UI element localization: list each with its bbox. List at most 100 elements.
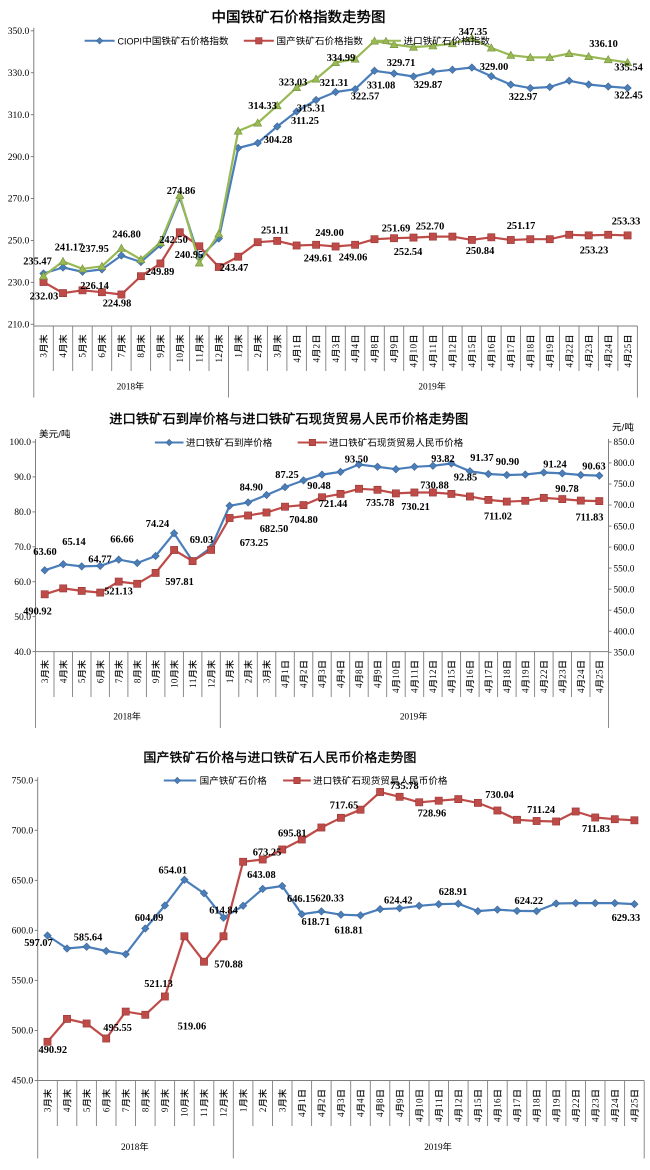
svg-text:7: 7 — [114, 678, 124, 683]
svg-text:604.09: 604.09 — [135, 913, 164, 924]
svg-text:249.89: 249.89 — [146, 267, 175, 278]
svg-text:800.0: 800.0 — [614, 459, 635, 469]
svg-text:2: 2 — [299, 669, 309, 674]
svg-text:93.82: 93.82 — [431, 454, 454, 465]
svg-text:93.50: 93.50 — [345, 454, 368, 465]
svg-text:4: 4 — [447, 688, 457, 693]
svg-text:1: 1 — [238, 1108, 248, 1113]
svg-text:654.01: 654.01 — [159, 866, 188, 877]
svg-text:850.0: 850.0 — [614, 438, 635, 448]
svg-text:2: 2 — [206, 678, 216, 683]
svg-text:500.0: 500.0 — [12, 1026, 34, 1037]
svg-text:4: 4 — [354, 683, 364, 688]
svg-text:2: 2 — [448, 344, 458, 349]
svg-text:69.03: 69.03 — [190, 535, 213, 546]
svg-text:237.95: 237.95 — [80, 244, 109, 255]
svg-text:4: 4 — [336, 683, 346, 688]
svg-text:6: 6 — [95, 678, 105, 683]
svg-text:100.0: 100.0 — [9, 437, 31, 448]
svg-text:8: 8 — [132, 678, 142, 683]
svg-text:241.17: 241.17 — [55, 242, 84, 253]
svg-text:322.97: 322.97 — [509, 92, 538, 103]
svg-text:4: 4 — [280, 683, 290, 688]
svg-text:90.63: 90.63 — [582, 461, 605, 472]
svg-text:50.0: 50.0 — [14, 612, 31, 623]
svg-text:329.71: 329.71 — [387, 58, 416, 69]
svg-text:274.86: 274.86 — [167, 186, 196, 197]
svg-text:2: 2 — [214, 353, 224, 358]
svg-text:4: 4 — [594, 688, 604, 693]
svg-text:2: 2 — [453, 1098, 463, 1103]
svg-text:350.0: 350.0 — [8, 26, 30, 37]
svg-text:8: 8 — [354, 669, 364, 674]
svg-text:1: 1 — [194, 353, 204, 358]
svg-text:700.0: 700.0 — [614, 501, 635, 511]
svg-text:290.0: 290.0 — [8, 152, 30, 163]
svg-text:4: 4 — [502, 688, 512, 693]
svg-text:650.0: 650.0 — [614, 522, 635, 532]
svg-text:6: 6 — [97, 353, 107, 358]
svg-text:74.24: 74.24 — [146, 519, 169, 530]
svg-text:90.90: 90.90 — [496, 457, 519, 468]
svg-text:2: 2 — [219, 1107, 229, 1112]
svg-text:624.22: 624.22 — [515, 896, 544, 907]
svg-text:1: 1 — [473, 1103, 483, 1108]
svg-text:5: 5 — [82, 1107, 92, 1112]
svg-text:620.33: 620.33 — [315, 894, 344, 905]
svg-text:1: 1 — [219, 1112, 229, 1117]
svg-text:3: 3 — [272, 353, 282, 358]
svg-text:618.71: 618.71 — [302, 917, 331, 928]
svg-text:1: 1 — [434, 1098, 444, 1103]
svg-text:597.07: 597.07 — [24, 938, 53, 949]
svg-text:5: 5 — [447, 669, 457, 674]
svg-text:1: 1 — [199, 1112, 209, 1117]
svg-text:80.0: 80.0 — [14, 507, 31, 518]
svg-text:253.23: 253.23 — [580, 245, 609, 256]
svg-text:721.44: 721.44 — [319, 499, 348, 510]
svg-text:2: 2 — [564, 348, 574, 353]
svg-text:6: 6 — [465, 669, 475, 674]
svg-text:1: 1 — [297, 1098, 307, 1103]
svg-text:315.31: 315.31 — [297, 103, 326, 114]
svg-text:4: 4 — [448, 362, 458, 367]
svg-text:329.87: 329.87 — [414, 80, 443, 91]
svg-text:646.15: 646.15 — [287, 894, 316, 905]
svg-text:682.50: 682.50 — [260, 524, 289, 535]
svg-text:2018: 2018 — [121, 1142, 140, 1152]
svg-text:1: 1 — [484, 674, 494, 679]
svg-text:329.00: 329.00 — [480, 62, 509, 73]
svg-text:9: 9 — [521, 669, 531, 674]
svg-text:4: 4 — [409, 362, 419, 367]
svg-text:4: 4 — [434, 1117, 444, 1122]
svg-text:7: 7 — [484, 669, 494, 674]
svg-text:251.69: 251.69 — [382, 223, 411, 234]
svg-text:4: 4 — [545, 362, 555, 367]
svg-text:4: 4 — [564, 362, 574, 367]
svg-text:2: 2 — [584, 348, 594, 353]
svg-text:4: 4 — [299, 683, 309, 688]
svg-text:251.17: 251.17 — [507, 221, 536, 232]
svg-text:4: 4 — [311, 358, 321, 363]
svg-text:5: 5 — [630, 1098, 640, 1103]
svg-text:4: 4 — [465, 688, 475, 693]
svg-text:711.83: 711.83 — [582, 824, 610, 835]
svg-text:5: 5 — [623, 344, 633, 349]
svg-text:700.0: 700.0 — [12, 826, 34, 837]
svg-text:4: 4 — [428, 362, 438, 367]
svg-text:2: 2 — [243, 678, 253, 683]
svg-text:585.64: 585.64 — [74, 933, 103, 944]
svg-text:495.55: 495.55 — [103, 1023, 132, 1034]
svg-text:2: 2 — [557, 674, 567, 679]
svg-text:70.0: 70.0 — [14, 542, 31, 553]
svg-text:550.0: 550.0 — [614, 564, 635, 574]
svg-text:5: 5 — [473, 1098, 483, 1103]
svg-text:4: 4 — [453, 1117, 463, 1122]
svg-text:334.99: 334.99 — [327, 53, 356, 64]
svg-text:1: 1 — [521, 674, 531, 679]
svg-text:1: 1 — [414, 1103, 424, 1108]
svg-text:304.28: 304.28 — [264, 135, 293, 146]
svg-text:240.95: 240.95 — [175, 250, 204, 261]
svg-text:270.0: 270.0 — [8, 194, 30, 205]
svg-text:65.14: 65.14 — [62, 537, 85, 548]
svg-text:4: 4 — [467, 362, 477, 367]
